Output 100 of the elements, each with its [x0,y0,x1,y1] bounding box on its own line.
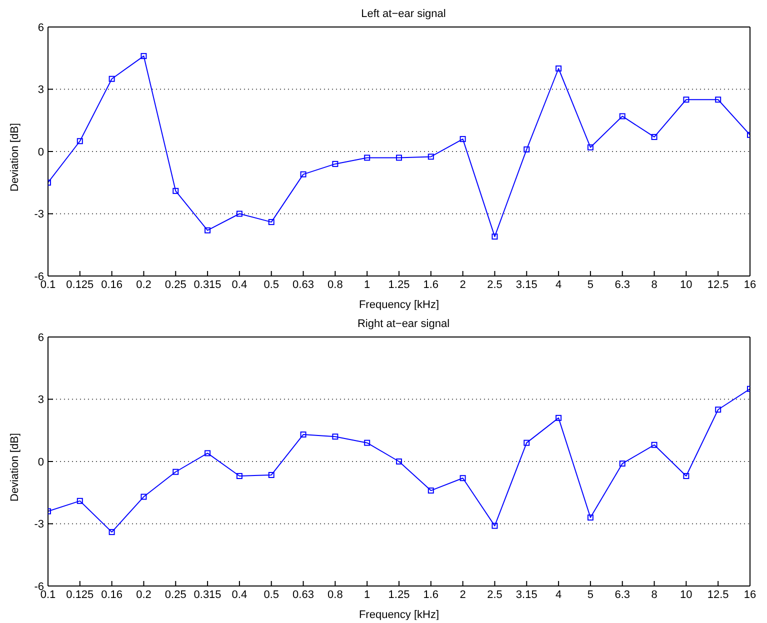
point [332,434,338,440]
point [396,458,402,464]
x-tick-label: 2.5 [487,278,502,291]
point [236,473,242,480]
point [140,494,147,500]
point [683,96,690,103]
x-tick-label: 0.63 [292,588,314,601]
x-tick-label: 0.125 [66,278,94,291]
point [364,154,370,161]
chart-title: Right at−ear signal [356,318,451,332]
y-tick-label: 3 [38,394,44,406]
point [204,227,211,234]
x-tick-label: 3.15 [516,278,538,291]
point [524,440,530,446]
point [108,76,115,82]
x-tick-label: 0.4 [232,588,248,601]
point [268,219,274,226]
point [300,171,306,178]
x-axis-title: Frequency [kHz] [358,609,440,621]
x-tick-label: 8 [651,278,658,291]
x-tick-label: 2 [460,588,466,601]
point [428,154,434,160]
x-tick-label: 1.6 [423,278,439,291]
x-tick-label: 0.25 [164,588,186,601]
point [492,522,498,529]
x-tick-label: 5 [587,588,594,601]
x-tick-label: 2 [460,278,466,291]
x-tick-label: 0.315 [194,588,222,601]
x-tick-label: 8 [651,588,658,601]
x-tick-label: 4 [555,278,562,291]
point [364,440,370,446]
chart-title: Left at−ear signal [360,8,447,22]
point [715,96,722,103]
x-tick-label: 4 [555,588,562,601]
x-tick-label: 6.3 [614,278,630,291]
x-tick-label: 0.4 [232,278,248,291]
point [172,188,179,194]
y-tick-label: -3 [34,518,44,531]
x-tick-label: 10 [680,278,692,291]
x-tick-label: 1.25 [388,278,410,291]
x-tick-label: 12.5 [707,588,729,601]
y-tick-label: 0 [38,146,44,158]
point [492,234,498,240]
x-tick-label: 0.5 [264,588,280,601]
point [300,432,306,438]
x-tick-label: 0.25 [164,278,186,291]
x-tick-label: 0.8 [328,278,343,291]
y-tick-label: 6 [38,332,44,344]
point [683,473,690,480]
x-tick-label: 10 [680,588,692,601]
point [651,134,658,140]
x-tick-label: 0.125 [66,588,94,601]
x-tick-label: 3.15 [516,588,538,601]
point [619,460,626,467]
point [76,498,83,504]
y-tick-label: 0 [38,456,44,468]
y-axis-title: Deviation [dB] [8,433,21,502]
x-tick-label: 0.2 [136,278,152,291]
x-tick-label: 5 [587,278,594,291]
x-tick-label: 0.63 [292,278,314,291]
point [715,406,722,413]
point [619,113,626,120]
point [428,488,434,494]
point [332,160,338,167]
x-tick-label: 0.2 [136,588,152,601]
point [236,210,242,217]
y-axis-title: Deviation [dB] [8,123,21,192]
point [76,138,83,144]
x-tick-label: 1.6 [423,588,439,601]
point [396,154,402,161]
x-tick-label: 1.25 [388,588,410,601]
point [140,53,147,60]
y-tick-label: 3 [38,84,44,96]
point [524,146,530,152]
point [587,144,594,150]
x-axis-title: Frequency [kHz] [358,299,440,311]
x-tick-label: 0.315 [194,278,222,291]
y-tick-label: -3 [34,208,44,221]
x-tick-label: 12.5 [707,278,729,291]
y-tick-label: 6 [38,22,44,34]
x-tick-label: 0.16 [101,588,123,601]
point [556,66,562,72]
point [460,136,466,142]
x-tick-label: 0.8 [328,588,343,601]
point [651,442,658,448]
x-tick-label: 0.16 [101,278,123,291]
point [460,475,466,482]
x-tick-label: 1 [364,278,370,291]
x-tick-label: 0.1 [40,278,56,291]
x-tick-label: 6.3 [614,588,630,601]
point [556,414,562,421]
x-tick-label: 1 [364,588,370,601]
point [108,529,115,536]
point [204,450,211,456]
point [587,514,594,521]
x-tick-label: 0.5 [264,278,280,291]
x-tick-label: 16 [744,278,756,291]
x-tick-label: 16 [744,588,756,601]
point [268,472,274,478]
x-tick-label: 2.5 [487,588,502,601]
